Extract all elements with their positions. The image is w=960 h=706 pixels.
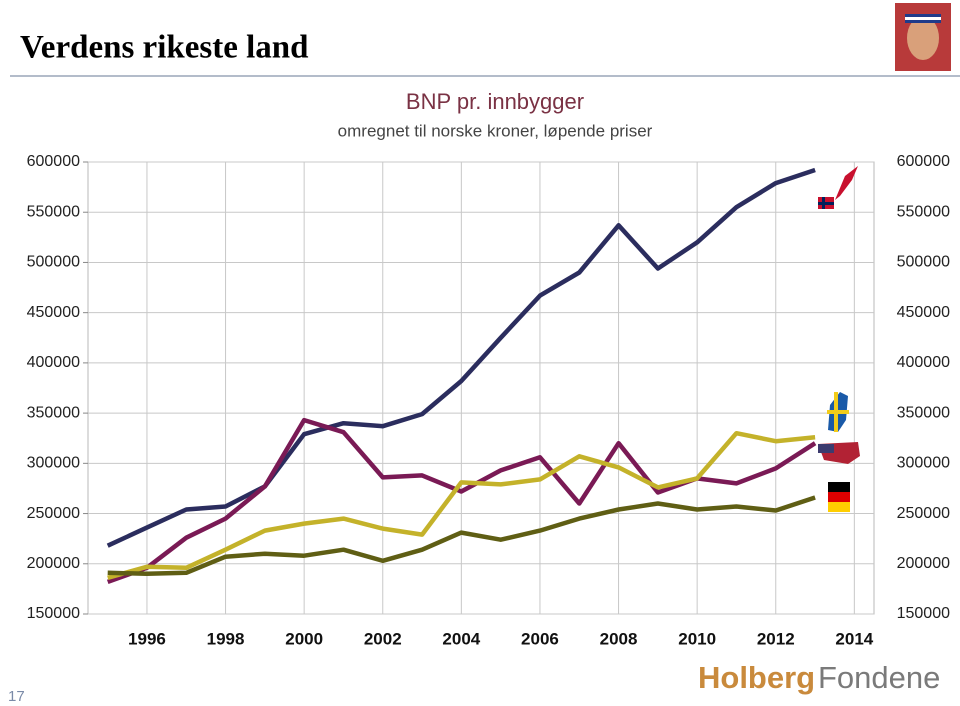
portrait — [895, 3, 951, 71]
y-tick-label: 150000 — [897, 605, 950, 622]
x-tick-label: 2000 — [285, 629, 323, 648]
page-number: 17 — [8, 688, 25, 705]
x-tick-label: 2014 — [835, 629, 873, 648]
slide-title: Verdens rikeste land — [20, 30, 308, 66]
x-tick-label: 1996 — [128, 629, 166, 648]
y-tick-label: 250000 — [897, 505, 950, 522]
y-tick-label: 600000 — [897, 153, 950, 170]
plot-frame — [87, 161, 875, 615]
y-tick-label: 500000 — [27, 254, 80, 271]
series-line — [107, 430, 816, 580]
y-tick-label: 200000 — [897, 555, 950, 572]
y-tick-label: 550000 — [897, 203, 950, 220]
x-tick-label: 2012 — [757, 629, 795, 648]
x-tick-label: 2006 — [521, 629, 559, 648]
y-tick-label: 550000 — [27, 203, 80, 220]
y-tick-label: 350000 — [27, 404, 80, 421]
y-tick-label: 250000 — [27, 505, 80, 522]
x-tick-label: 1998 — [207, 629, 245, 648]
y-tick-label: 400000 — [897, 354, 950, 371]
x-tick-label: 2008 — [600, 629, 638, 648]
y-tick-label: 350000 — [897, 404, 950, 421]
x-tick-label: 2002 — [364, 629, 402, 648]
series-line — [107, 495, 816, 577]
x-tick-label: 2010 — [678, 629, 716, 648]
y-tick-label: 300000 — [27, 455, 80, 472]
y-tick-label: 300000 — [897, 455, 950, 472]
y-tick-label: 600000 — [27, 153, 80, 170]
logo-part: Holberg — [698, 660, 815, 695]
y-tick-label: 450000 — [27, 304, 80, 321]
flag-usa — [818, 442, 860, 464]
x-tick-label: 2004 — [442, 629, 480, 648]
plot-area: 150000 150000 200000 200000 250000 250000 3000… — [27, 153, 950, 648]
y-tick-label: 200000 — [27, 555, 80, 572]
y-tick-label: 500000 — [897, 254, 950, 271]
flag-germany — [828, 482, 850, 512]
logo-part: Fondene — [818, 660, 940, 695]
series-line — [106, 167, 816, 548]
y-tick-label: 150000 — [27, 605, 80, 622]
y-tick-label: 400000 — [27, 354, 80, 371]
flag-sweden — [827, 392, 849, 432]
flag-norway — [818, 166, 858, 209]
y-tick-label: 450000 — [897, 304, 950, 321]
chart-title: BNP pr. innbygger — [406, 89, 584, 114]
chart-subtitle: omregnet til norske kroner, løpende pris… — [338, 121, 653, 140]
